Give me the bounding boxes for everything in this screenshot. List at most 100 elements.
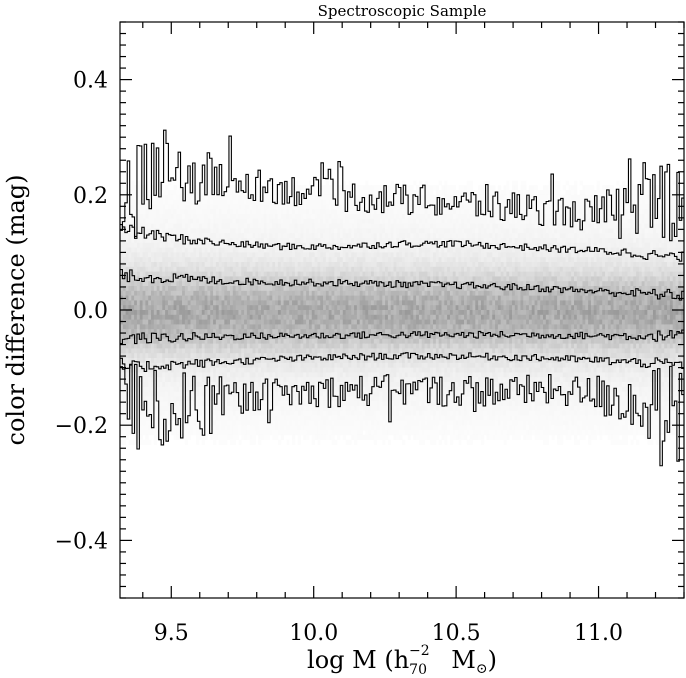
heatmap-cell [204,425,208,431]
heatmap-cell [283,329,287,335]
heatmap-cell [308,338,313,344]
heatmap-cell [122,338,127,344]
heatmap-cell [201,314,205,320]
heatmap-cell [314,310,318,316]
heatmap-cell [153,199,158,205]
heatmap-cell [244,194,248,200]
heatmap-cell [359,430,363,436]
heatmap-cell [331,209,335,215]
heatmap-cell [331,358,335,364]
heatmap-cell [227,233,231,239]
heatmap-cell [362,266,366,272]
heatmap-cell [351,238,355,244]
heatmap-cell [272,238,276,244]
heatmap-cell [131,185,135,191]
heatmap-cell [201,377,205,383]
heatmap-cell [337,343,341,349]
heatmap-cell [229,228,234,234]
heatmap-cell [207,223,211,229]
heatmap-cell [232,310,237,316]
heatmap-cell [351,396,355,402]
heatmap-cell [351,377,355,383]
heatmap-cell [376,334,380,340]
heatmap-cell [337,338,341,344]
heatmap-cell [359,276,363,282]
heatmap-cell [277,204,282,210]
heatmap-cell [373,271,378,277]
heatmap-cell [334,401,338,407]
heatmap-cell [249,406,253,412]
heatmap-cell [213,290,217,296]
heatmap-cell [173,358,177,364]
heatmap-cell [227,185,231,191]
heatmap-cell [303,401,307,407]
heatmap-cell [151,334,155,340]
heatmap-cell [165,348,169,354]
heatmap-cell [280,257,284,263]
heatmap-cell [342,218,346,224]
heatmap-cell [348,420,352,426]
heatmap-cell [210,247,214,253]
heatmap-cell [297,214,301,220]
heatmap-cell [167,180,172,186]
heatmap-cell [320,324,324,330]
heatmap-cell [356,252,361,258]
heatmap-cell [229,382,234,388]
heatmap-cell [314,262,318,268]
heatmap-cell [275,281,279,287]
heatmap-cell [373,329,378,335]
heatmap-cell [348,425,352,431]
heatmap-cell [201,362,205,368]
heatmap-cell [173,434,177,440]
heatmap-cell [277,425,282,431]
heatmap-cell [334,228,338,234]
heatmap-cell [261,362,265,368]
heatmap-cell [370,310,375,316]
heatmap-cell [249,324,253,330]
heatmap-cell [122,343,127,349]
heatmap-cell [229,406,234,412]
heatmap-cell [373,305,378,311]
heatmap-cell [359,377,363,383]
heatmap-cell [277,262,282,268]
heatmap-cell [173,425,177,431]
heatmap-cell [142,362,146,368]
heatmap-cell [351,314,355,320]
heatmap-cell [218,343,222,349]
heatmap-cell [179,214,183,220]
heatmap-cell [320,410,324,416]
heatmap-cell [303,343,307,349]
heatmap-cell [221,209,225,215]
heatmap-cell [283,314,287,320]
heatmap-cell [351,214,355,220]
heatmap-cell [179,382,183,388]
heatmap-cell [334,185,338,191]
heatmap-cell [328,305,332,311]
heatmap-cell [159,410,163,416]
heatmap-cell [277,214,282,220]
heatmap-cell [351,276,355,282]
heatmap-cell [232,377,237,383]
heatmap-cell [258,271,262,277]
heatmap-cell [261,286,265,292]
heatmap-cell [142,218,146,224]
heatmap-cell [120,324,124,330]
heatmap-cell [221,266,225,272]
heatmap-cell [193,329,197,335]
heatmap-cell [269,252,273,258]
heatmap-cell [153,338,158,344]
heatmap-cell [306,391,310,397]
heatmap-cell [153,377,158,383]
heatmap-cell [370,300,375,306]
heatmap-cell [145,310,149,316]
heatmap-cell [356,430,361,436]
heatmap-cell [272,396,276,402]
heatmap-cell [314,233,318,239]
heatmap-cell [286,310,290,316]
heatmap-cell [342,209,346,215]
heatmap-cell [207,324,211,330]
heatmap-cell [280,228,284,234]
heatmap-cell [354,266,358,272]
heatmap-cell [238,401,242,407]
heatmap-cell [249,377,253,383]
